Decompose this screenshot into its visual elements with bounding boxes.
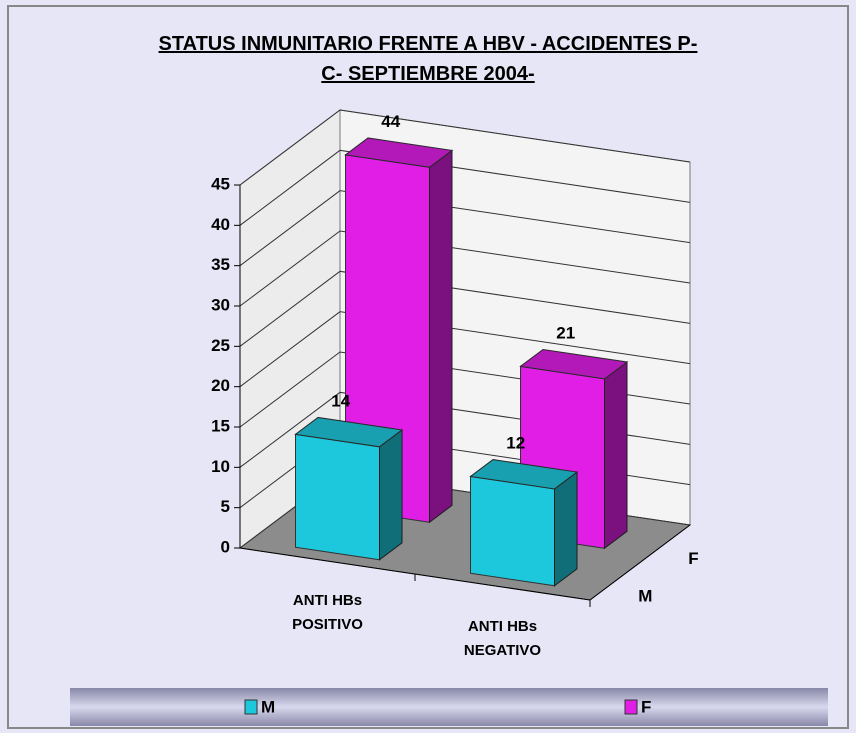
legend-swatch (244, 699, 258, 715)
z-axis (589, 524, 691, 601)
legend-label: F (641, 697, 651, 716)
y-tick-label: 25 (211, 336, 230, 355)
y-tick-label: 45 (211, 174, 230, 193)
depth-label: M (638, 587, 652, 606)
value-label: 14 (331, 392, 350, 411)
bar-side (379, 428, 403, 561)
legend-swatch (624, 699, 638, 715)
grid-line (239, 270, 691, 347)
bar-top (469, 459, 579, 490)
x-tick-label: ANTI HBs POSITIVO (292, 592, 363, 633)
y-tick-label: 5 (221, 497, 230, 516)
chart-title: C- SEPTIEMBRE 2004- (321, 63, 535, 85)
bar-front (295, 433, 380, 561)
grid-line (239, 311, 691, 388)
y-tick-label: 35 (211, 255, 230, 274)
bar-top (344, 137, 454, 168)
y-tick-label: 10 (211, 457, 230, 476)
bar-side (604, 360, 628, 550)
depth-label: F (688, 549, 698, 568)
y-tick-label: 30 (211, 295, 230, 314)
legend-label: M (261, 697, 275, 716)
grid-line (239, 109, 691, 186)
x-tick-label: ANTI HBs NEGATIVO (463, 618, 542, 659)
chart-title: STATUS INMUNITARIO FRENTE A HBV - ACCIDE… (158, 33, 698, 55)
legend-band (70, 688, 828, 726)
grid-line (239, 230, 691, 307)
bar-side (429, 149, 453, 524)
grid-line (239, 149, 691, 226)
bar-side (554, 471, 578, 587)
bar-top (294, 416, 404, 448)
bar-top (519, 348, 629, 380)
value-label: 21 (556, 324, 575, 343)
value-label: 44 (381, 112, 400, 131)
value-label: 12 (506, 434, 525, 453)
y-tick-label: 15 (211, 416, 230, 435)
bar-front (470, 475, 555, 587)
y-tick-label: 40 (211, 215, 230, 234)
y-tick-label: 20 (211, 376, 230, 395)
y-tick-label: 0 (221, 537, 230, 556)
grid-line (239, 190, 691, 267)
